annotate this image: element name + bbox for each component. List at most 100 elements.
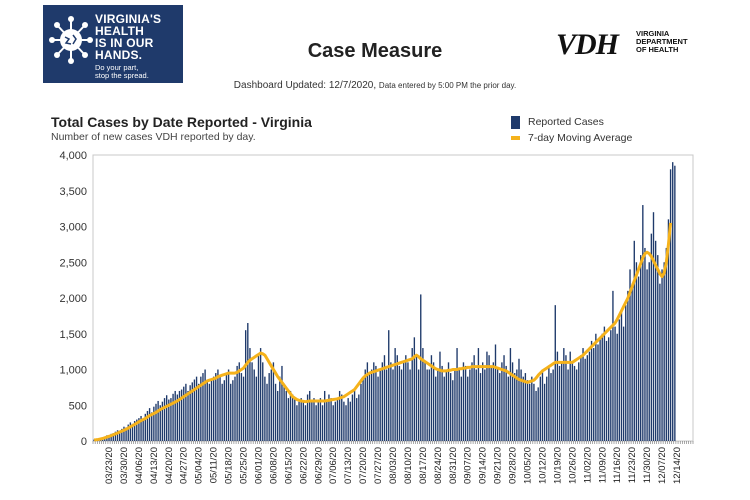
logo-line: HEALTH [95,24,144,38]
dashboard-updated: Dashboard Updated: 12/7/2020, Data enter… [0,80,750,91]
legend-label: 7-day Moving Average [528,132,633,144]
bar [221,383,223,441]
bar [313,398,315,441]
bar [180,389,183,441]
bar [390,362,392,441]
bar [178,390,181,441]
y-tick-label: 4,000 [59,150,87,162]
bar [415,355,418,441]
bar [612,290,614,441]
bar [578,362,580,441]
bar [422,348,424,441]
bar [334,401,337,441]
bar [240,373,243,441]
dept-line: DEPARTMENT [636,37,688,46]
virus-icon [49,16,93,64]
x-tick-label: 06/22/20 [298,447,309,484]
bar [620,312,623,441]
bar [543,383,546,441]
bar [490,365,492,441]
bar [537,387,539,442]
x-tick-label: 07/13/20 [343,447,354,484]
bar [593,348,595,441]
bar [163,398,166,441]
bar [561,362,563,441]
bar [274,383,277,441]
bar [146,410,149,441]
bar [659,283,661,441]
legend-item-reported[interactable]: Reported Cases [511,114,632,130]
bar [637,276,640,441]
x-tick-label: 07/06/20 [328,447,339,484]
bar [183,386,185,441]
bar [482,362,484,441]
bar [584,358,586,441]
bar [631,283,633,441]
x-tick-label: 12/14/20 [672,447,683,484]
dept-line: OF HEALTH [636,45,679,54]
bar [640,255,642,441]
bar [185,383,187,441]
x-tick-label: 11/23/20 [627,447,638,483]
bar [121,428,123,441]
bar [580,355,582,441]
tagline-line: Do your part, [95,63,139,72]
bar [449,373,452,441]
bar [368,373,371,441]
bar [110,433,112,441]
x-tick-label: 11/16/20 [612,447,623,483]
bar [338,390,341,441]
x-tick-label: 06/08/20 [268,447,279,484]
bar [571,362,574,441]
logo-headline: VIRGINIA'S HEALTH IS IN OUR HANDS. [95,13,161,61]
bar [394,348,396,441]
bar [484,369,486,441]
bar [573,365,576,441]
bar [674,165,676,441]
bar [445,369,448,441]
bar [123,426,125,441]
legend-label: Reported Cases [528,116,604,128]
bar [516,369,518,441]
bar [618,319,621,441]
bar [375,365,377,441]
bar [505,365,507,441]
bar [475,369,477,441]
bar [411,348,413,441]
bar [582,348,584,441]
bar [298,401,300,441]
bar [119,430,121,441]
updated-note: Data entered by 5:00 PM the prior day. [378,81,517,90]
bar [294,398,296,441]
bar [603,326,606,441]
vdh-logo: VDH VIRGINIA DEPARTMENT OF HEALTH [556,28,706,68]
bar [230,383,232,441]
x-tick-label: 11/02/20 [582,447,593,483]
bar [402,362,405,441]
bar [304,405,307,441]
bar [133,420,136,441]
bar [477,348,480,441]
bar [343,401,345,441]
bar [541,369,544,441]
bar [665,247,667,441]
bar [556,351,559,442]
bar [383,355,386,441]
x-tick-label: 09/28/20 [508,447,519,484]
bar [319,398,322,441]
bar [176,394,179,441]
bar [435,376,437,441]
x-tick-label: 08/10/20 [403,447,414,484]
bar [563,348,565,441]
bar [400,369,403,441]
bar [148,408,151,441]
bar [667,219,670,441]
legend-item-moving-average[interactable]: 7-day Moving Average [511,130,632,146]
bar [567,369,569,441]
bar [407,362,409,441]
bar [469,369,471,441]
bar [247,323,249,441]
bar [208,383,211,441]
bar [599,337,601,441]
x-tick-label: 10/05/20 [523,447,534,484]
